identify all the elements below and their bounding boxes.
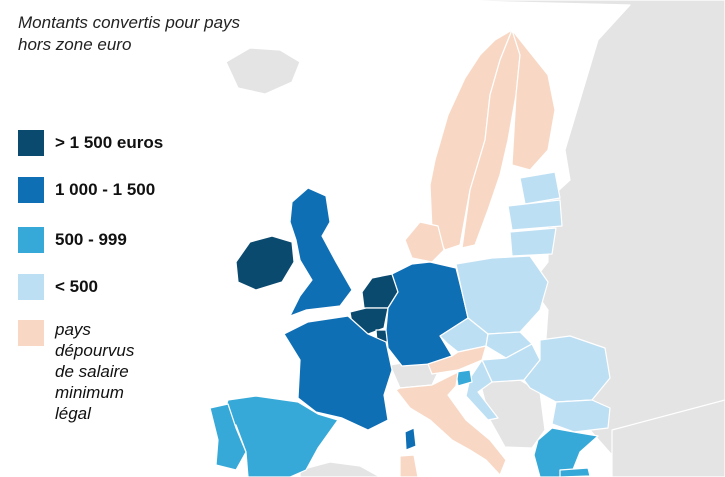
romania [523,335,611,403]
denmark [404,221,445,263]
non-eu-turkey [611,399,725,477]
legend-label: > 1 500 euros [55,133,164,152]
croatia [465,359,499,421]
legend-label: 500 - 999 [55,230,127,249]
legend-item-no-minimum-wage: pays dépourvus de salaire minimum légal [18,320,134,424]
legend-item-above-1500: > 1 500 euros [18,130,163,156]
portugal [209,403,247,471]
lithuania [509,227,557,257]
bulgaria [551,399,611,433]
legend-item-500-999: 500 - 999 [18,227,127,253]
map-subtitle: Montants convertis pour pays hors zone e… [18,13,241,54]
non-eu-landmass [429,0,725,477]
united-kingdom [289,187,353,317]
finland [511,29,556,171]
italy [395,371,507,476]
austria [427,345,487,375]
legend-item-below-500: < 500 [18,274,98,300]
legend-label: pays dépourvus de salaire minimum légal [55,320,135,423]
latvia [507,199,563,231]
legend-swatch [18,177,44,203]
slovenia [455,369,473,387]
poland [455,255,549,335]
crete [559,467,591,477]
corsica [404,427,417,451]
greece [533,427,599,477]
legend-label: 1 000 - 1 500 [55,180,156,199]
spain [219,395,339,477]
legend-swatch [18,130,44,156]
non-eu-north-africa [299,461,381,477]
sardinia [399,454,419,477]
legend-swatch [18,320,44,346]
ireland [235,235,295,291]
legend-label: < 500 [55,277,99,296]
legend-item-1000-1500: 1 000 - 1 500 [18,177,155,203]
non-eu-iceland [225,47,301,95]
france [283,315,393,431]
legend-swatch [18,274,44,300]
slovakia [485,331,533,359]
legend-swatch [18,227,44,253]
estonia [519,171,561,205]
